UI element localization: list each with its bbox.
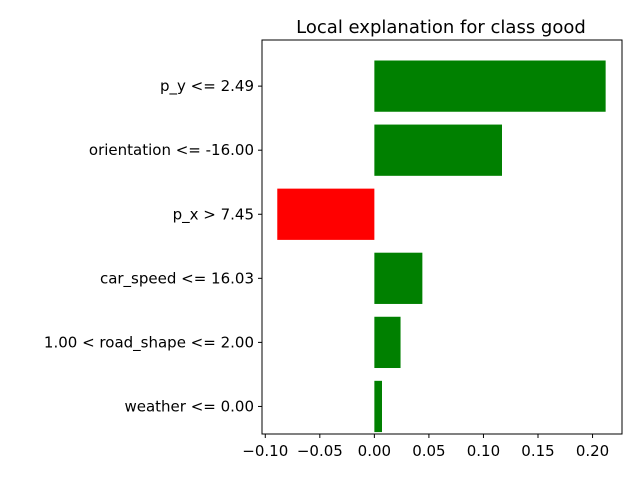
bars-group [277, 60, 606, 433]
chart-title: Local explanation for class good [296, 17, 586, 38]
x-tick-label: −0.05 [297, 442, 343, 460]
bar [374, 252, 423, 304]
y-tick-label: weather <= 0.00 [124, 397, 254, 415]
y-tick-label: p_x > 7.45 [173, 205, 254, 224]
y-tick-label: 1.00 < road_shape <= 2.00 [44, 333, 254, 352]
x-tick-label: 0.00 [358, 442, 391, 460]
x-tick-label: −0.10 [242, 442, 288, 460]
x-tick-label: 0.20 [576, 442, 609, 460]
bar [374, 60, 606, 112]
x-tick-label: 0.10 [467, 442, 500, 460]
bar [277, 188, 375, 240]
x-axis-ticks: −0.10 −0.05 0.00 0.05 0.10 0.15 0.20 [242, 434, 609, 460]
y-tick-label: orientation <= -16.00 [89, 141, 254, 159]
bar [374, 316, 401, 369]
bar [374, 380, 382, 433]
x-tick-label: 0.15 [521, 442, 554, 460]
axes-frame [261, 39, 623, 435]
x-tick-label: 0.05 [412, 442, 445, 460]
y-axis-ticks: p_y <= 2.49 orientation <= -16.00 p_x > 7.… [44, 77, 262, 415]
y-tick-label: p_y <= 2.49 [160, 77, 254, 96]
y-tick-label: car_speed <= 16.03 [100, 269, 254, 288]
bar [374, 124, 502, 176]
